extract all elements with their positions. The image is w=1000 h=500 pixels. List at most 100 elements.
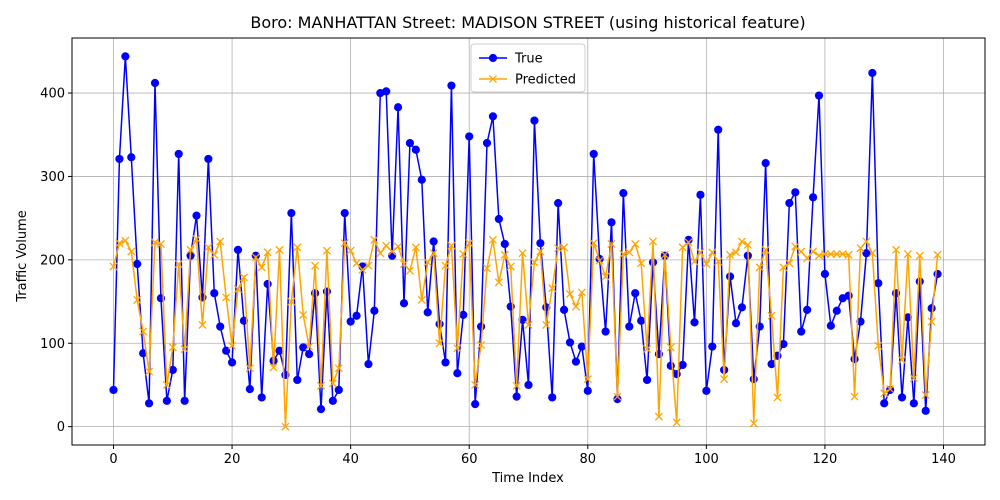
data-point [666, 343, 675, 352]
data-point [696, 248, 705, 257]
data-point [257, 263, 266, 272]
legend: True Predicted [470, 43, 586, 93]
data-point [245, 364, 254, 373]
axis-ticks: 0 20 40 60 80 100 120 140 0 100 200 300 400 [40, 87, 956, 467]
data-point [826, 321, 835, 330]
data-point [625, 322, 634, 331]
data-point [482, 138, 492, 148]
data-point [785, 259, 794, 268]
data-point [180, 396, 189, 405]
data-point [150, 78, 160, 88]
data-point [239, 273, 248, 282]
data-point [577, 288, 586, 297]
data-point [820, 269, 830, 279]
data-point [797, 247, 806, 256]
legend-label: True [514, 52, 543, 67]
data-point [168, 343, 177, 352]
data-point [346, 317, 355, 326]
data-point [648, 237, 658, 246]
data-point [850, 392, 859, 401]
data-point [370, 306, 379, 315]
grid-lines [72, 38, 985, 445]
data-point [518, 249, 527, 258]
data-point [915, 277, 924, 286]
data-point [334, 385, 343, 395]
data-point [536, 239, 545, 248]
data-point [577, 342, 586, 351]
data-point [405, 138, 415, 148]
data-point [767, 360, 776, 369]
data-point [109, 385, 118, 395]
data-point [494, 278, 503, 287]
data-point [245, 385, 254, 394]
data-point [174, 259, 183, 269]
data-point [897, 393, 907, 402]
data-point [328, 396, 337, 405]
data-point [429, 249, 438, 258]
data-point [115, 154, 124, 164]
data-point [405, 266, 414, 275]
data-point [465, 132, 474, 141]
data-point [269, 363, 278, 372]
data-point [127, 247, 136, 256]
data-point [222, 293, 231, 302]
data-point [115, 239, 124, 248]
data-point [726, 250, 735, 259]
data-point [927, 317, 936, 326]
data-point [619, 189, 628, 198]
data-point [720, 375, 729, 384]
data-point [927, 304, 936, 313]
data-point [761, 245, 770, 254]
data-point [589, 239, 598, 248]
x-tick-label: 80 [580, 452, 597, 467]
data-point [471, 380, 480, 390]
data-point [411, 145, 420, 154]
data-point [239, 316, 249, 325]
data-point [287, 209, 296, 218]
data-point [666, 361, 675, 370]
data-point [453, 344, 462, 353]
data-point [737, 237, 746, 246]
data-point [524, 380, 533, 390]
data-point [559, 305, 569, 314]
data-point [678, 360, 687, 370]
data-point [322, 246, 331, 255]
x-tick-label: 20 [224, 452, 241, 467]
data-point [909, 374, 918, 383]
data-point [643, 345, 652, 354]
legend-label: Predicted [515, 73, 576, 88]
data-point [631, 289, 640, 298]
data-point [524, 320, 533, 329]
data-point [222, 346, 231, 355]
data-point [874, 279, 883, 288]
data-point [174, 149, 183, 159]
data-point [121, 52, 130, 61]
data-point [358, 265, 367, 274]
data-point [702, 386, 711, 395]
y-tick-label: 0 [57, 420, 65, 435]
data-point [583, 386, 592, 395]
plot-frame [71, 37, 986, 446]
data-point [565, 289, 575, 299]
data-point [530, 258, 539, 267]
data-point [233, 284, 243, 294]
data-point [809, 247, 818, 256]
data-point [933, 250, 942, 259]
data-point [411, 243, 420, 252]
legend-box [470, 43, 586, 93]
data-point [607, 218, 616, 227]
data-point [915, 251, 924, 260]
data-point [862, 237, 871, 246]
data-point [862, 249, 871, 258]
data-point [204, 243, 213, 252]
data-point [832, 249, 841, 259]
data-point [186, 245, 195, 254]
data-point [696, 190, 705, 199]
legend-entry-predicted: Predicted [479, 73, 576, 88]
data-point [435, 339, 444, 348]
data-point [702, 259, 711, 269]
data-point [435, 319, 444, 329]
data-point [311, 261, 320, 270]
x-tick-label: 120 [813, 452, 838, 467]
data-point [820, 249, 829, 259]
